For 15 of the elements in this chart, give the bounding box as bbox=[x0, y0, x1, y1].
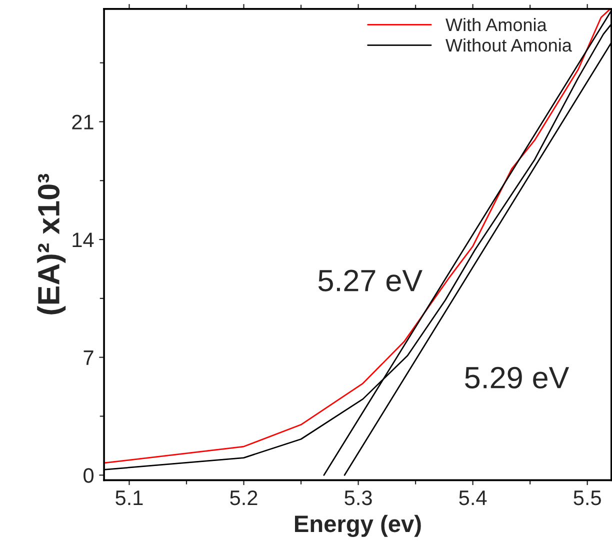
y-tick-label: 14 bbox=[72, 232, 94, 248]
x-tick-label: 5.4 bbox=[459, 490, 487, 506]
x-tick-label: 5.2 bbox=[230, 490, 258, 506]
annotation: 5.27 eV bbox=[318, 270, 422, 292]
x-axis-title: Energy (ev) bbox=[295, 514, 421, 537]
annotation: 5.29 eV bbox=[465, 366, 570, 388]
x-tick-label: 5.3 bbox=[344, 490, 372, 506]
legend-label: Without Amonia bbox=[446, 38, 572, 52]
y-tick-label: 0 bbox=[84, 468, 94, 483]
legend-label: With Amonia bbox=[446, 18, 547, 32]
x-tick-label: 5.1 bbox=[116, 490, 143, 506]
y-axis-title: (EA)² x10³ bbox=[37, 174, 66, 314]
x-tick-label: 5.5 bbox=[574, 490, 601, 506]
y-tick-label: 7 bbox=[84, 350, 94, 365]
y-tick-label: 21 bbox=[72, 114, 94, 130]
